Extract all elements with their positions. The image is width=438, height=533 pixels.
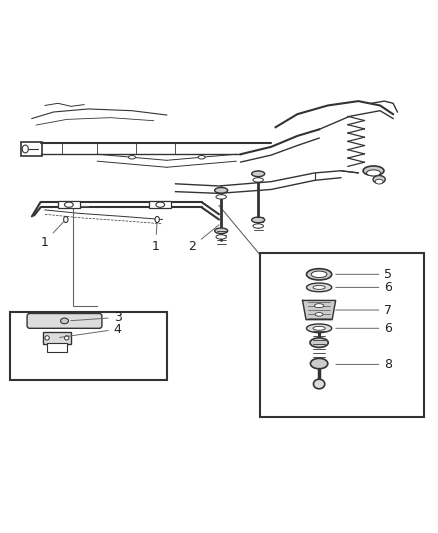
Text: 5: 5 (336, 268, 392, 281)
Ellipse shape (22, 145, 28, 153)
Ellipse shape (252, 217, 265, 223)
Ellipse shape (314, 304, 324, 308)
Ellipse shape (215, 188, 228, 193)
Text: 1: 1 (152, 223, 159, 253)
Ellipse shape (253, 224, 263, 228)
Ellipse shape (216, 235, 226, 239)
Text: 2: 2 (188, 225, 219, 253)
Ellipse shape (311, 271, 327, 278)
Text: 6: 6 (336, 322, 392, 335)
Ellipse shape (198, 156, 205, 159)
Ellipse shape (313, 286, 325, 289)
Ellipse shape (156, 202, 165, 207)
Ellipse shape (64, 202, 73, 207)
Bar (58, 201, 80, 208)
Ellipse shape (310, 338, 328, 348)
Ellipse shape (64, 336, 69, 340)
Bar (10, 312, 167, 379)
Text: 7: 7 (336, 303, 392, 317)
Ellipse shape (375, 179, 383, 184)
Ellipse shape (363, 166, 384, 175)
Ellipse shape (128, 156, 135, 159)
Ellipse shape (307, 283, 332, 292)
Ellipse shape (64, 216, 68, 223)
Ellipse shape (307, 269, 332, 280)
Ellipse shape (155, 216, 159, 223)
Ellipse shape (311, 358, 328, 369)
FancyBboxPatch shape (27, 313, 102, 328)
Ellipse shape (315, 313, 323, 316)
Ellipse shape (45, 336, 49, 340)
Text: 6: 6 (336, 281, 392, 294)
Ellipse shape (253, 177, 263, 182)
Bar (149, 201, 171, 208)
Ellipse shape (60, 318, 68, 324)
Ellipse shape (307, 324, 332, 333)
Text: 3: 3 (71, 311, 122, 324)
Ellipse shape (373, 175, 385, 183)
Polygon shape (303, 301, 336, 320)
Ellipse shape (314, 379, 325, 389)
Text: 8: 8 (336, 358, 392, 371)
Text: 1: 1 (41, 222, 64, 248)
Ellipse shape (216, 195, 226, 199)
Bar (43, 332, 71, 344)
Text: 4: 4 (60, 322, 122, 337)
Ellipse shape (367, 170, 381, 176)
Ellipse shape (252, 171, 265, 176)
Ellipse shape (313, 326, 325, 330)
Bar (21, 142, 42, 156)
Ellipse shape (215, 228, 228, 233)
Bar (47, 343, 67, 352)
Bar (260, 254, 424, 417)
